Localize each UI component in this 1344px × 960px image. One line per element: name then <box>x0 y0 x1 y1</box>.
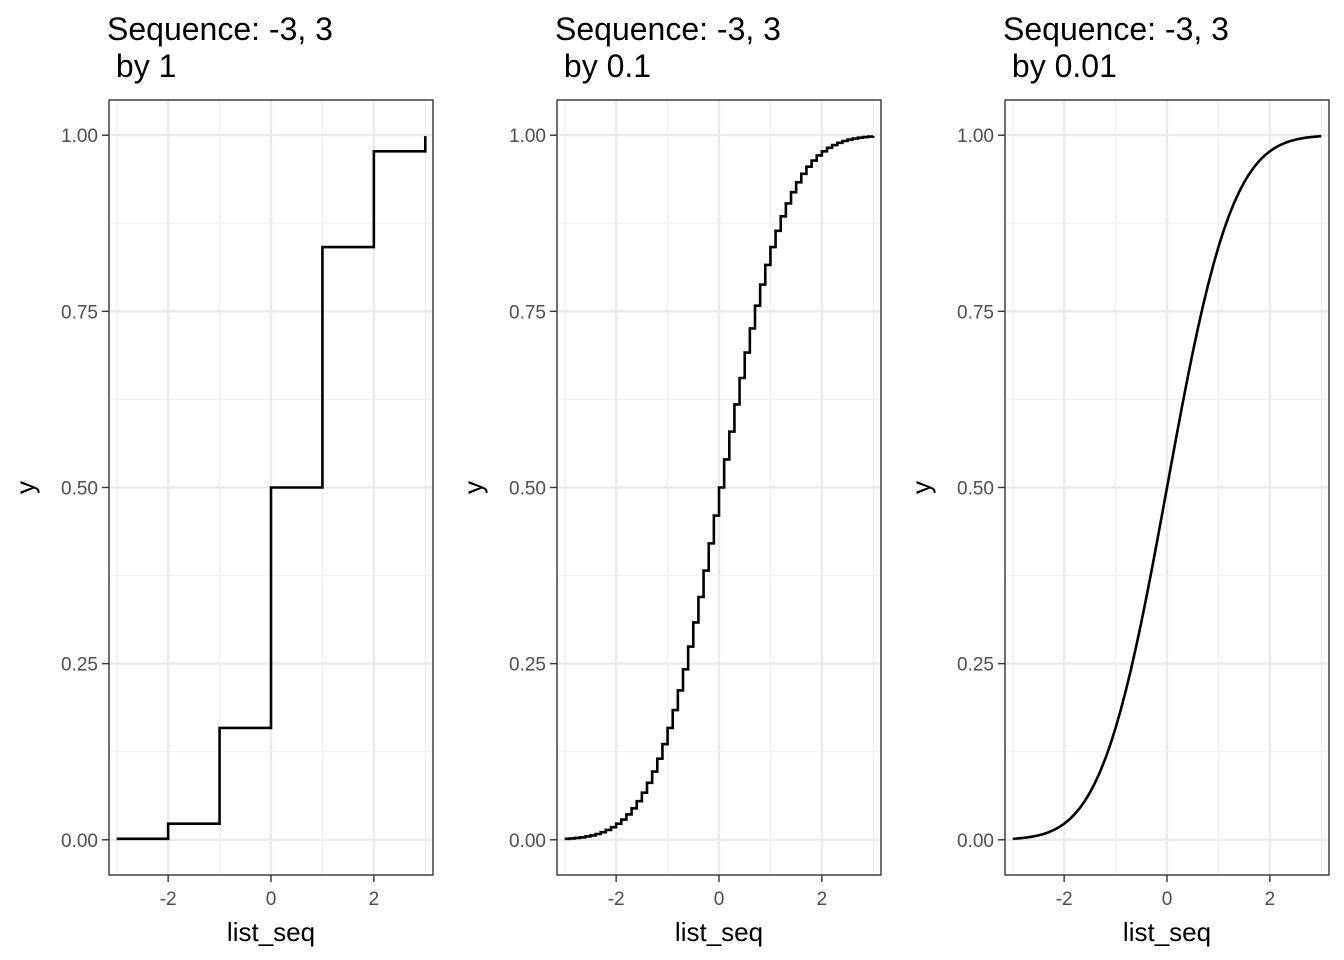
y-tick-label: 1.00 <box>509 126 546 147</box>
y-tick-label: 0.00 <box>957 831 994 852</box>
y-tick-label: 0.50 <box>61 479 98 500</box>
data-line-series-1 <box>564 135 875 841</box>
data-line-series-1 <box>116 136 427 841</box>
chart-title: Sequence: -3, 3 by 0.1 <box>555 11 781 84</box>
chart-title-line: by 0.01 <box>1003 48 1117 84</box>
y-tick-label: 0.25 <box>509 655 546 676</box>
chart-title-line: by 0.1 <box>555 48 651 84</box>
chart-panel-2: 0.00 0.25 0.50 0.75 1.00 -2 0 2 list_seq y Sequenc… <box>458 11 882 947</box>
x-tick-label: 2 <box>817 889 828 910</box>
chart-panel-1: 0.00 0.25 0.50 0.75 1.00 -2 0 2 list_seq y Sequenc… <box>10 11 434 947</box>
y-tick-label: 1.00 <box>61 126 98 147</box>
chart-title-line: Sequence: -3, 3 <box>107 11 333 47</box>
x-tick-label: -2 <box>160 889 177 910</box>
x-tick-label: -2 <box>1056 889 1073 910</box>
y-tick-label: 0.75 <box>61 302 98 323</box>
x-axis-title: list_seq <box>675 917 763 947</box>
y-tick-label: 0.50 <box>509 479 546 500</box>
x-tick-label: 0 <box>266 889 277 910</box>
chart-title: Sequence: -3, 3 by 1 <box>107 11 333 84</box>
chart-title: Sequence: -3, 3 by 0.01 <box>1003 11 1229 84</box>
y-tick-label: 0.00 <box>61 831 98 852</box>
x-tick-label: 0 <box>1162 889 1173 910</box>
x-axis-title: list_seq <box>227 917 315 947</box>
x-tick-label: -2 <box>608 889 625 910</box>
y-axis-title: y <box>458 481 488 494</box>
y-tick-label: 0.75 <box>509 302 546 323</box>
data-line-series-1 <box>1012 134 1322 841</box>
chart-title-line: Sequence: -3, 3 <box>1003 11 1229 47</box>
chart-title-line: Sequence: -3, 3 <box>555 11 781 47</box>
y-tick-label: 0.25 <box>957 655 994 676</box>
chart-panel-3: 0.00 0.25 0.50 0.75 1.00 -2 0 2 list_seq y Sequenc… <box>906 11 1330 947</box>
y-axis-title: y <box>906 481 936 494</box>
y-tick-label: 0.75 <box>957 302 994 323</box>
x-tick-label: 0 <box>714 889 725 910</box>
y-tick-label: 0.00 <box>509 831 546 852</box>
y-tick-label: 1.00 <box>957 126 994 147</box>
x-tick-label: 2 <box>369 889 380 910</box>
x-tick-label: 2 <box>1265 889 1276 910</box>
chart-title-line: by 1 <box>107 48 176 84</box>
y-tick-label: 0.25 <box>61 655 98 676</box>
x-axis-title: list_seq <box>1123 917 1211 947</box>
y-axis-title: y <box>10 481 40 494</box>
y-tick-label: 0.50 <box>957 479 994 500</box>
